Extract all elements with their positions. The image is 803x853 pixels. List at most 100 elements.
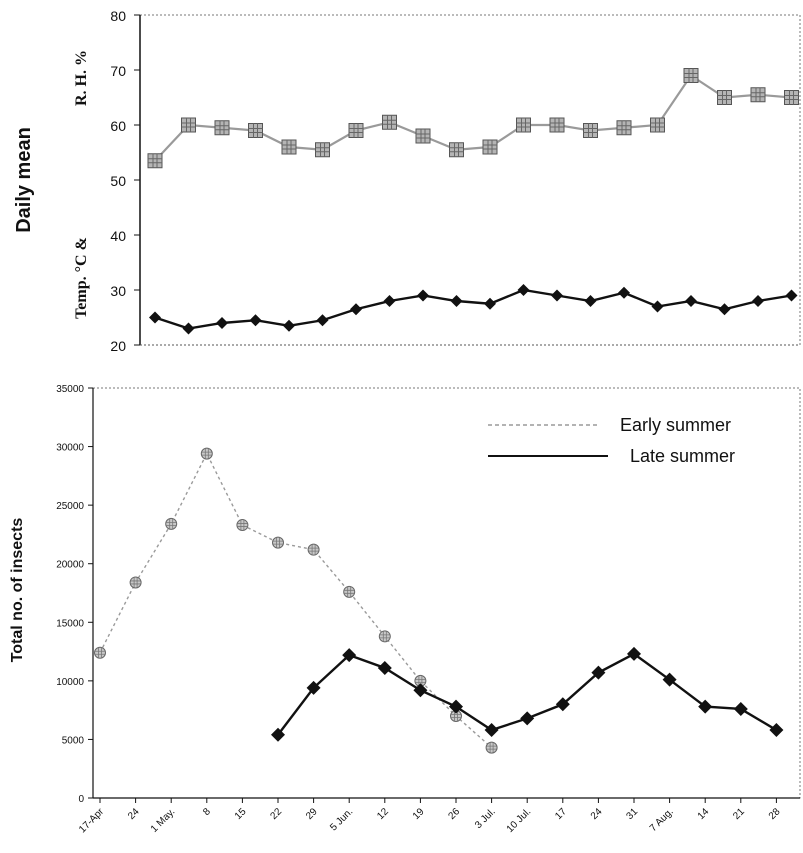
early-summer-point <box>485 741 498 754</box>
late-summer-point <box>555 697 570 712</box>
bottom-x-tick-label: 24 <box>589 806 605 822</box>
bottom-x-tick-label: 15 <box>233 806 249 822</box>
temp-point <box>752 295 764 307</box>
bottom-x-tick-label: 22 <box>268 806 284 822</box>
rh-point <box>650 117 665 133</box>
temp-point <box>584 295 597 307</box>
top-y-tick-label: 20 <box>110 338 126 354</box>
early-summer-point-hatch <box>130 577 141 588</box>
temp-point <box>618 286 630 299</box>
bottom-x-tick-label: 31 <box>624 806 640 822</box>
late-summer-point <box>733 701 748 716</box>
rh-point <box>717 90 732 105</box>
bottom-y-ticks: 0 5000 10000 15000 20000 25000 30000 35000 <box>56 384 93 805</box>
rh-point-hatch <box>349 123 363 138</box>
bottom-x-tick-label: 14 <box>696 806 712 822</box>
early-summer-point <box>378 630 391 643</box>
early-summer-line <box>99 452 493 749</box>
temp-point <box>551 289 563 302</box>
rh-point-hatch <box>717 90 732 105</box>
bottom-x-tick-label: 19 <box>411 806 427 822</box>
top-y-tick-label: 60 <box>110 118 126 134</box>
rh-point-hatch <box>684 68 698 83</box>
rh-point <box>549 117 565 133</box>
temp-point <box>283 319 295 332</box>
bottom-y-tick-label: 10000 <box>56 677 84 688</box>
late-summer-point <box>698 699 713 714</box>
early-summer-point <box>307 543 320 556</box>
temp-point <box>450 295 463 307</box>
rh-point <box>482 139 498 155</box>
early-summer-point <box>343 585 356 598</box>
early-summer-point <box>165 517 178 530</box>
bottom-x-tick-label: 26 <box>446 806 462 822</box>
temp-series-line <box>154 288 792 330</box>
top-y-tick-label: 30 <box>110 283 126 299</box>
late-summer-point <box>484 723 499 738</box>
top-series <box>147 68 799 335</box>
bottom-x-tick-label: 7 Aug. <box>648 806 676 834</box>
temp-point <box>484 297 496 310</box>
late-summer-point <box>769 723 784 738</box>
rh-point-hatch <box>382 115 397 130</box>
early-summer-point-hatch <box>308 544 319 555</box>
rh-point <box>147 153 163 169</box>
insects-label: Total no. of insects <box>9 518 26 663</box>
temp-point <box>651 300 664 313</box>
bottom-x-tick-label: 10 Jul. <box>505 806 534 835</box>
rh-point-hatch <box>248 123 263 138</box>
rh-point <box>415 128 431 144</box>
late-summer-point <box>627 646 641 661</box>
rh-point-hatch <box>583 123 598 138</box>
late-summer-point <box>591 665 606 680</box>
early-summer-point <box>236 519 249 532</box>
late-summer-point <box>520 711 535 726</box>
temp-point <box>316 314 329 327</box>
temp-point <box>417 289 429 302</box>
daily-mean-label: Daily mean <box>13 127 35 233</box>
temp-point <box>718 303 731 316</box>
bottom-chart: 0 5000 10000 15000 20000 25000 30000 35000 17-A… <box>9 384 801 835</box>
top-plot-area <box>139 14 801 346</box>
bottom-y-tick-label: 30000 <box>56 443 84 454</box>
bottom-x-tick-label: 17-Apr <box>77 806 106 835</box>
early-summer-point-hatch <box>95 647 105 658</box>
temp-point <box>383 295 396 307</box>
late-summer-point <box>413 683 428 698</box>
rh-point-hatch <box>215 120 229 135</box>
temp-point <box>216 317 228 329</box>
top-y-tick-label: 50 <box>110 173 126 189</box>
rh-label: R. H. % <box>73 50 90 106</box>
rh-point <box>516 117 531 133</box>
bottom-x-tick-label: 24 <box>126 806 142 822</box>
legend: Early summer Late summer <box>488 415 735 466</box>
legend-late-label: Late summer <box>630 446 735 466</box>
early-summer-point-hatch <box>451 711 461 721</box>
early-summer-point-hatch <box>201 448 212 459</box>
bottom-y-tick-label: 25000 <box>56 501 84 512</box>
bottom-x-tick-label: 5 Jun. <box>328 806 355 833</box>
rh-point <box>181 117 196 133</box>
rh-point-hatch <box>315 142 330 157</box>
rh-point-hatch <box>516 118 531 132</box>
bottom-x-ticks: 17-Apr 24 1 May. 8 15 22 29 5 Jun. 12 19 26 3 Jul. 1… <box>77 798 783 835</box>
rh-point <box>315 142 330 158</box>
bottom-y-tick-label: 5000 <box>62 735 85 746</box>
rh-point-hatch <box>650 118 665 132</box>
temp-point <box>149 311 161 324</box>
top-y-ticks: 20 30 40 50 60 70 80 <box>110 8 140 354</box>
bottom-x-tick-label: 21 <box>731 806 747 822</box>
early-summer-point-hatch <box>379 631 390 642</box>
rh-point <box>382 114 397 130</box>
temp-point <box>685 295 697 307</box>
rh-point-hatch <box>449 142 464 157</box>
temp-point <box>517 284 530 296</box>
bottom-x-tick-label: 1 May. <box>149 806 177 834</box>
rh-point-hatch <box>181 118 196 132</box>
rh-point <box>348 123 364 138</box>
rh-point <box>214 120 230 136</box>
rh-point-hatch <box>784 90 799 105</box>
bottom-x-tick-label: 12 <box>375 806 391 822</box>
early-summer-point-hatch <box>415 675 426 686</box>
